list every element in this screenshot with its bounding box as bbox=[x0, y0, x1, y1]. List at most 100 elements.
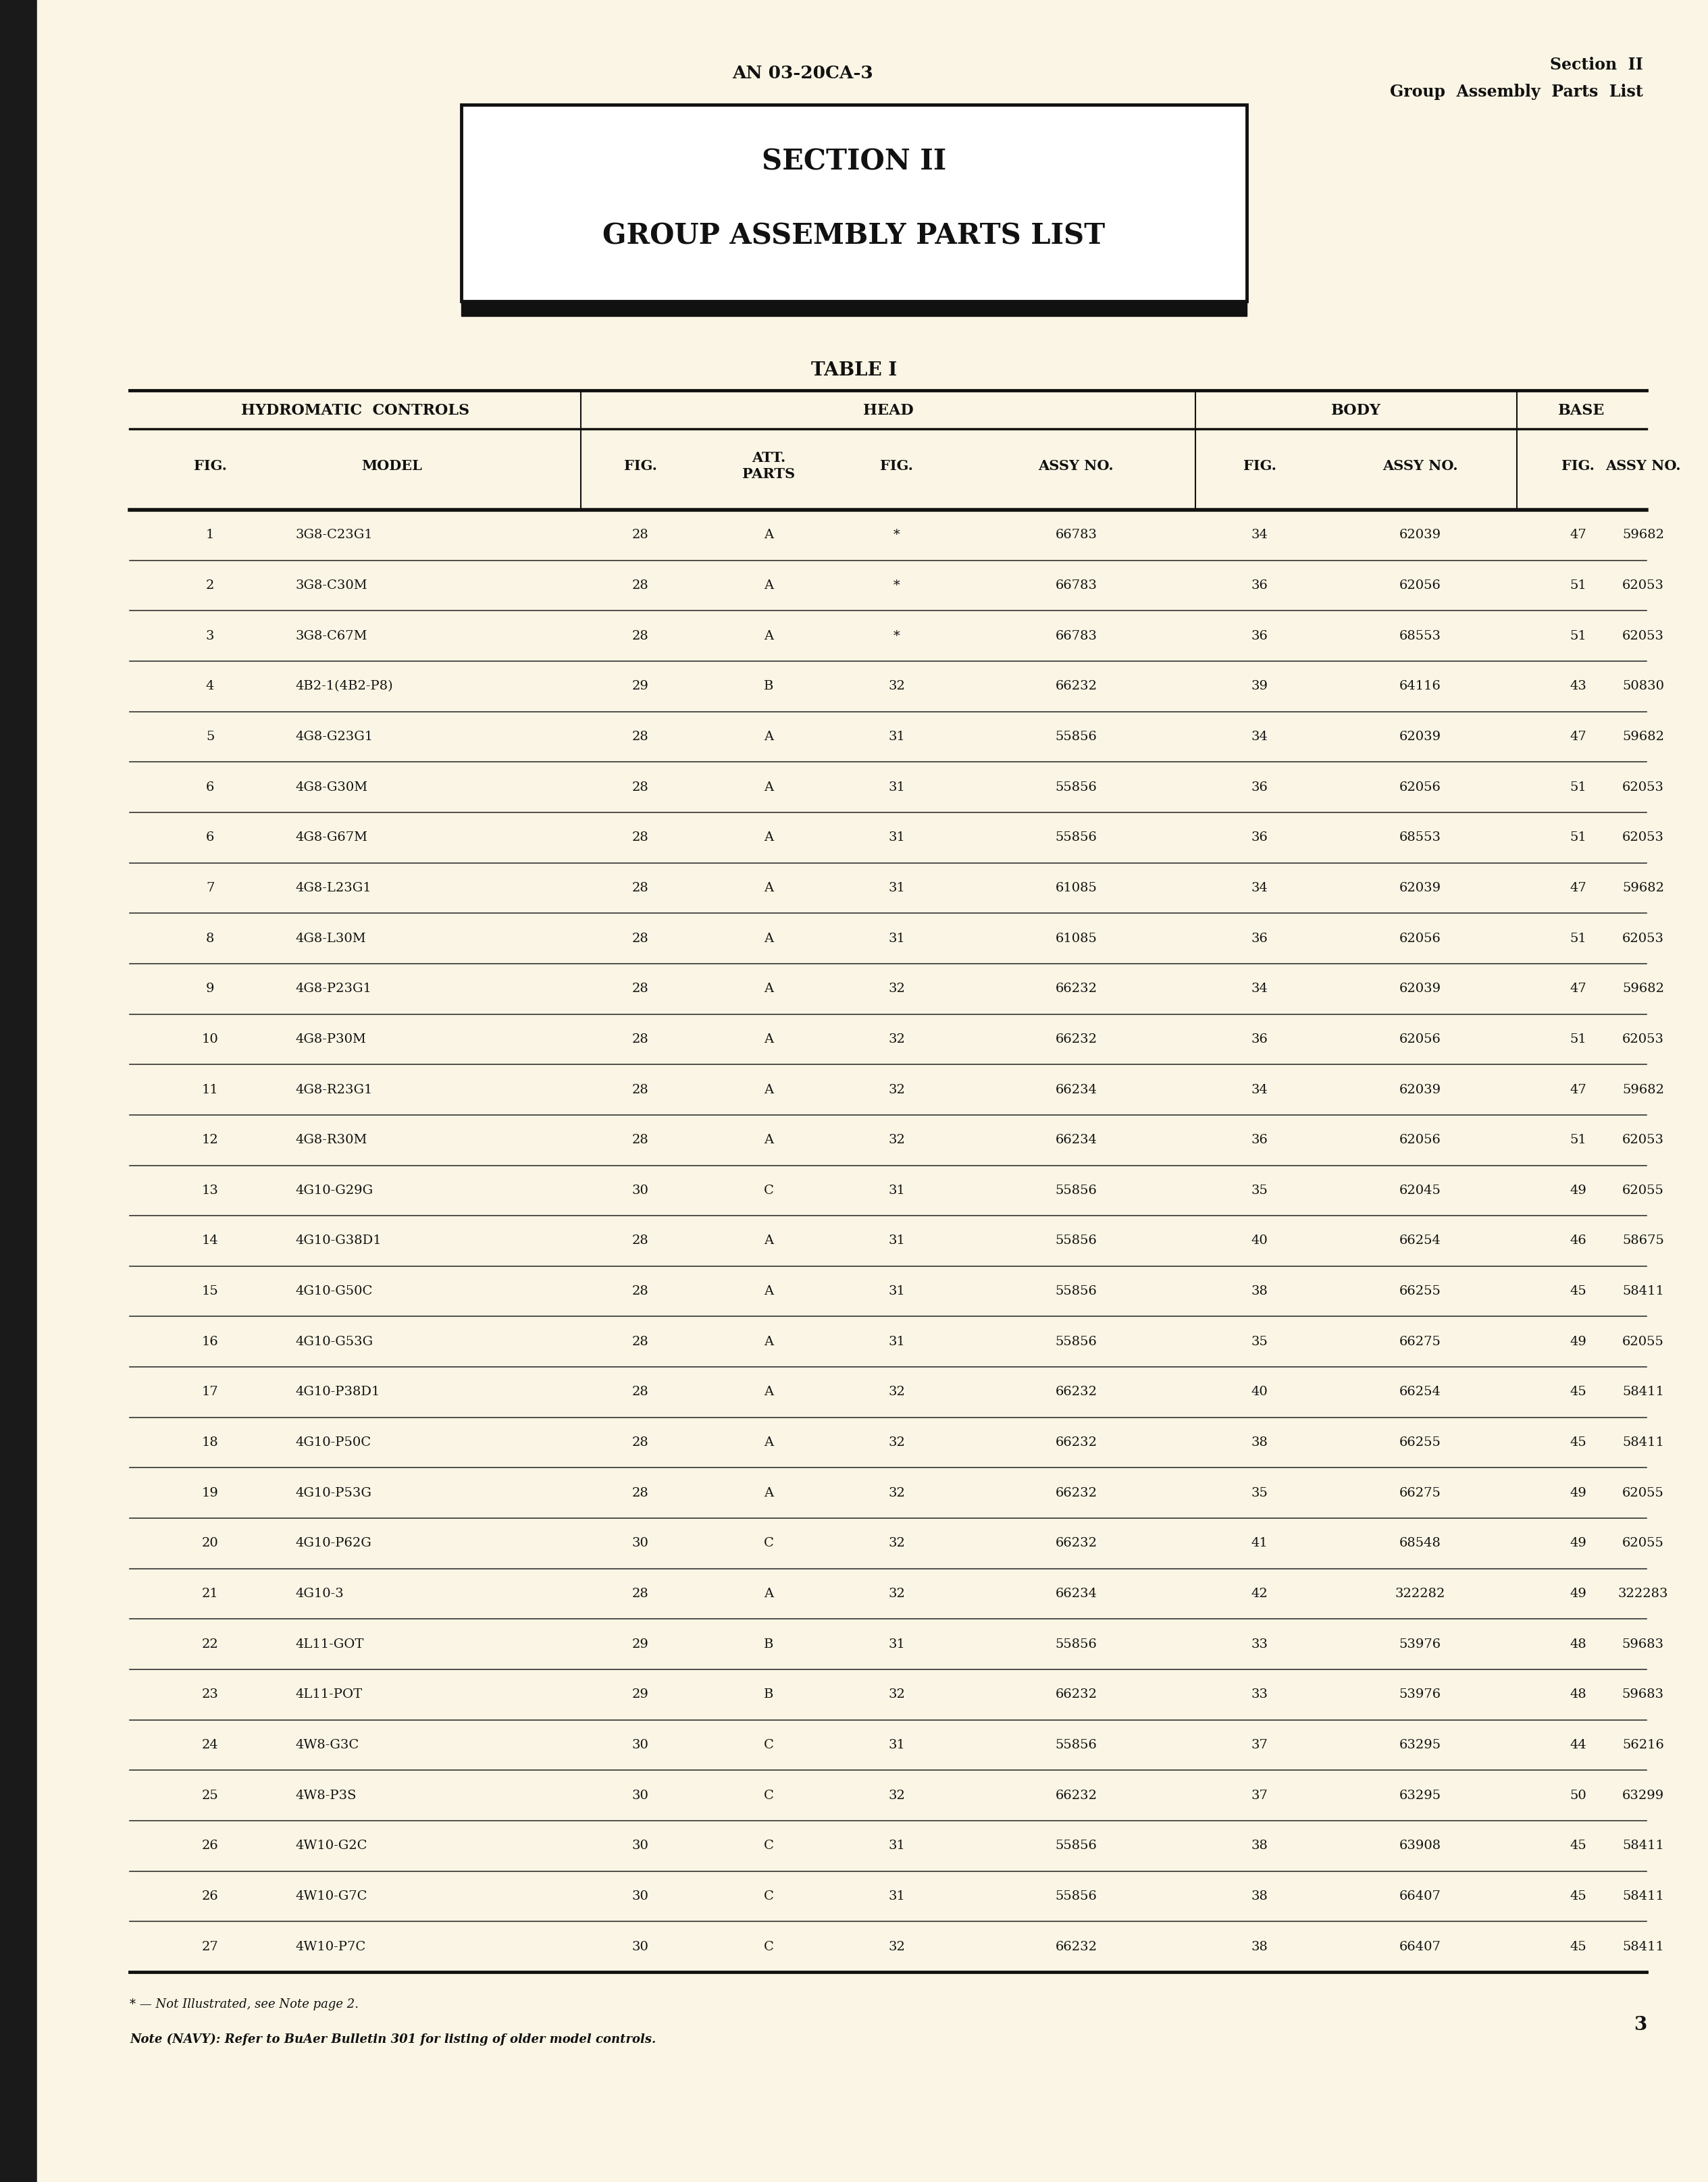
Text: HEAD: HEAD bbox=[863, 404, 914, 419]
Text: 66783: 66783 bbox=[1056, 580, 1097, 591]
Text: 28: 28 bbox=[632, 1135, 649, 1146]
Text: 32: 32 bbox=[888, 1538, 905, 1549]
Text: 28: 28 bbox=[632, 1235, 649, 1246]
Text: 47: 47 bbox=[1570, 882, 1587, 895]
Text: 32: 32 bbox=[888, 982, 905, 995]
Text: 34: 34 bbox=[1252, 982, 1267, 995]
Text: 35: 35 bbox=[1252, 1486, 1267, 1499]
Text: 8: 8 bbox=[207, 932, 214, 945]
Text: 66232: 66232 bbox=[1056, 1486, 1097, 1499]
Text: 58411: 58411 bbox=[1623, 1386, 1664, 1399]
Text: BASE: BASE bbox=[1558, 404, 1606, 419]
Text: 29: 29 bbox=[632, 1689, 649, 1700]
Text: 4G8-G23G1: 4G8-G23G1 bbox=[295, 731, 374, 742]
Text: 55856: 55856 bbox=[1056, 1890, 1097, 1903]
Text: 4L11-POT: 4L11-POT bbox=[295, 1689, 362, 1700]
Text: 36: 36 bbox=[1252, 932, 1267, 945]
Text: 28: 28 bbox=[632, 932, 649, 945]
Text: 66407: 66407 bbox=[1399, 1890, 1442, 1903]
Text: 49: 49 bbox=[1570, 1335, 1587, 1348]
Text: 4G8-P30M: 4G8-P30M bbox=[295, 1034, 367, 1045]
Text: FIG.: FIG. bbox=[1243, 458, 1276, 473]
Text: A: A bbox=[763, 982, 774, 995]
Text: 30: 30 bbox=[632, 1789, 649, 1802]
Text: 4G8-G67M: 4G8-G67M bbox=[295, 831, 367, 844]
Text: ATT.
PARTS: ATT. PARTS bbox=[743, 452, 794, 480]
Text: 30: 30 bbox=[632, 1940, 649, 1953]
Text: 56216: 56216 bbox=[1623, 1739, 1664, 1752]
Text: A: A bbox=[763, 932, 774, 945]
Text: 31: 31 bbox=[888, 731, 905, 742]
Text: 29: 29 bbox=[632, 1639, 649, 1650]
Text: FIG.: FIG. bbox=[623, 458, 658, 473]
Text: 49: 49 bbox=[1570, 1185, 1587, 1196]
Text: 51: 51 bbox=[1570, 580, 1587, 591]
Text: 66232: 66232 bbox=[1056, 1436, 1097, 1449]
Text: 66783: 66783 bbox=[1056, 528, 1097, 541]
Text: 31: 31 bbox=[888, 831, 905, 844]
Text: 5: 5 bbox=[207, 731, 214, 742]
Text: *: * bbox=[893, 631, 900, 642]
Text: 31: 31 bbox=[888, 1890, 905, 1903]
Text: 28: 28 bbox=[632, 882, 649, 895]
Text: 32: 32 bbox=[888, 1588, 905, 1599]
Text: 53976: 53976 bbox=[1399, 1689, 1442, 1700]
Text: 62039: 62039 bbox=[1399, 731, 1442, 742]
Text: C: C bbox=[763, 1940, 774, 1953]
Text: 44: 44 bbox=[1570, 1739, 1587, 1752]
Text: 64116: 64116 bbox=[1399, 681, 1442, 692]
Text: 59683: 59683 bbox=[1623, 1639, 1664, 1650]
Text: 31: 31 bbox=[888, 1235, 905, 1246]
Text: 10: 10 bbox=[202, 1034, 219, 1045]
Text: 28: 28 bbox=[632, 1285, 649, 1298]
Text: 66232: 66232 bbox=[1056, 982, 1097, 995]
Text: 41: 41 bbox=[1252, 1538, 1267, 1549]
Text: 32: 32 bbox=[888, 1940, 905, 1953]
Text: 4G8-R23G1: 4G8-R23G1 bbox=[295, 1084, 372, 1095]
Text: 36: 36 bbox=[1252, 1034, 1267, 1045]
Text: 47: 47 bbox=[1570, 982, 1587, 995]
Text: 68553: 68553 bbox=[1399, 631, 1442, 642]
Text: SECTION II: SECTION II bbox=[762, 148, 946, 177]
Text: 28: 28 bbox=[632, 580, 649, 591]
Text: 45: 45 bbox=[1570, 1940, 1587, 1953]
Text: 4G8-L30M: 4G8-L30M bbox=[295, 932, 367, 945]
Text: 62056: 62056 bbox=[1399, 580, 1442, 591]
Text: 4W10-G7C: 4W10-G7C bbox=[295, 1890, 367, 1903]
Text: 49: 49 bbox=[1570, 1588, 1587, 1599]
Text: A: A bbox=[763, 882, 774, 895]
Text: 28: 28 bbox=[632, 1084, 649, 1095]
Text: HYDROMATIC  CONTROLS: HYDROMATIC CONTROLS bbox=[241, 404, 470, 419]
Text: 3G8-C23G1: 3G8-C23G1 bbox=[295, 528, 372, 541]
Text: 4G8-P23G1: 4G8-P23G1 bbox=[295, 982, 372, 995]
Text: A: A bbox=[763, 580, 774, 591]
Text: 38: 38 bbox=[1252, 1890, 1267, 1903]
Text: 6: 6 bbox=[207, 781, 214, 794]
Text: 36: 36 bbox=[1252, 781, 1267, 794]
Text: 62056: 62056 bbox=[1399, 781, 1442, 794]
Text: 4G10-P53G: 4G10-P53G bbox=[295, 1486, 372, 1499]
Bar bbox=[461, 301, 1247, 316]
Text: 2: 2 bbox=[207, 580, 214, 591]
Text: 25: 25 bbox=[202, 1789, 219, 1802]
Text: 4G10-G50C: 4G10-G50C bbox=[295, 1285, 372, 1298]
Text: 37: 37 bbox=[1252, 1739, 1267, 1752]
Text: 20: 20 bbox=[202, 1538, 219, 1549]
Text: 66234: 66234 bbox=[1056, 1135, 1097, 1146]
Text: 45: 45 bbox=[1570, 1890, 1587, 1903]
Text: 55856: 55856 bbox=[1056, 1185, 1097, 1196]
Text: C: C bbox=[763, 1538, 774, 1549]
Text: 62053: 62053 bbox=[1623, 1135, 1664, 1146]
Text: 4: 4 bbox=[207, 681, 214, 692]
Text: 32: 32 bbox=[888, 681, 905, 692]
Text: 66254: 66254 bbox=[1399, 1235, 1442, 1246]
Text: 4W8-P3S: 4W8-P3S bbox=[295, 1789, 357, 1802]
Text: C: C bbox=[763, 1839, 774, 1853]
Text: 51: 51 bbox=[1570, 1034, 1587, 1045]
Text: 58411: 58411 bbox=[1623, 1890, 1664, 1903]
Text: 28: 28 bbox=[632, 1486, 649, 1499]
Text: 49: 49 bbox=[1570, 1486, 1587, 1499]
Text: 59682: 59682 bbox=[1623, 982, 1664, 995]
Text: B: B bbox=[763, 1639, 774, 1650]
Text: 62056: 62056 bbox=[1399, 932, 1442, 945]
